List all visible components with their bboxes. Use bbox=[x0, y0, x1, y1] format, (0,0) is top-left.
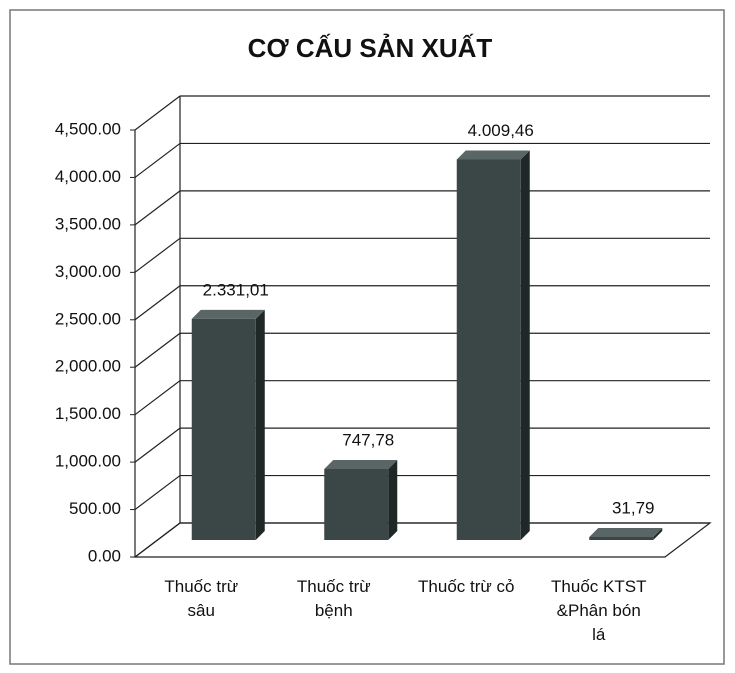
side-grid-line bbox=[134, 380, 181, 416]
side-grid-line bbox=[134, 237, 181, 273]
y-tick-label: 2,500.00 bbox=[55, 309, 121, 328]
side-grid-line bbox=[134, 475, 181, 511]
side-grid-line bbox=[134, 142, 181, 178]
bar-front bbox=[191, 318, 256, 540]
y-tick-label: 3,500.00 bbox=[55, 214, 121, 233]
y-tick-label: 1,500.00 bbox=[55, 404, 121, 423]
bar-front bbox=[456, 159, 521, 540]
side-grid-line bbox=[134, 190, 181, 226]
y-tick-label: 1,000.00 bbox=[55, 452, 121, 471]
bar bbox=[589, 527, 663, 540]
x-tick-label: Thuốc trừ bệnh bbox=[296, 577, 371, 620]
bar-front bbox=[324, 469, 389, 540]
bar-side bbox=[653, 527, 663, 540]
bar-top bbox=[456, 150, 530, 160]
bar-side bbox=[388, 460, 398, 540]
bar-front bbox=[589, 536, 654, 540]
bar-top bbox=[191, 309, 265, 319]
side-grid-line bbox=[134, 95, 181, 131]
x-tick-label: Thuốc trừ cỏ bbox=[418, 577, 515, 596]
bar bbox=[191, 309, 265, 540]
bar-top bbox=[589, 527, 663, 537]
y-tick-label: 4,500.00 bbox=[55, 119, 121, 138]
side-grid-line bbox=[134, 522, 181, 558]
x-tick-label: Thuốc KTST &Phân bón lá bbox=[551, 577, 647, 644]
side-grid-line bbox=[134, 427, 181, 463]
y-tick-label: 500.00 bbox=[69, 499, 121, 518]
bar bbox=[456, 150, 530, 540]
side-grid-line bbox=[134, 285, 181, 321]
value-label: 4.009,46 bbox=[468, 121, 534, 140]
bar-side bbox=[255, 309, 265, 540]
chart-title: CƠ CẤU SẢN XUẤT bbox=[248, 33, 493, 63]
value-label: 747,78 bbox=[342, 431, 394, 450]
chart-frame bbox=[9, 9, 725, 665]
bar bbox=[324, 460, 398, 540]
y-tick-label: 3,000.00 bbox=[55, 262, 121, 281]
value-label: 31,79 bbox=[612, 498, 655, 517]
value-label: 2.331,01 bbox=[203, 280, 269, 299]
x-tick-label: Thuốc trừ sâu bbox=[164, 577, 239, 620]
y-tick-label: 4,000.00 bbox=[55, 167, 121, 186]
y-tick-label: 2,000.00 bbox=[55, 357, 121, 376]
side-grid-line bbox=[134, 332, 181, 368]
y-tick-label: 0.00 bbox=[88, 546, 121, 565]
bar-top bbox=[324, 460, 398, 470]
bar-side bbox=[520, 150, 530, 540]
